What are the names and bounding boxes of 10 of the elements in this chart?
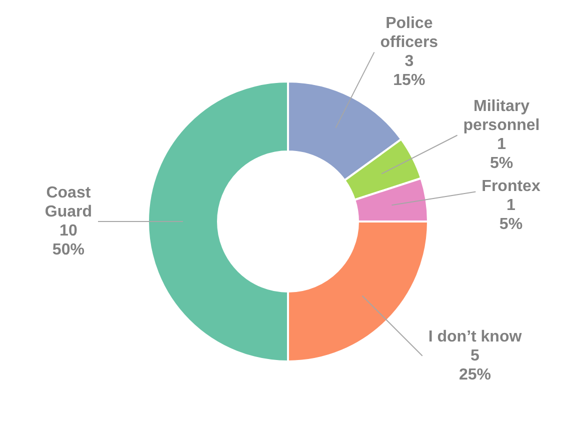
data-label: 3 15% [393,53,426,90]
slice-label: I don’t know [428,328,522,346]
slice-label: Coast Guard [44,184,92,220]
data-label: 5 25% [458,347,492,384]
data-label: 1 5% [499,197,523,234]
data-label: 10 50% [52,222,84,258]
slice-label: Military personnel [463,98,540,134]
data-label: 1 5% [490,136,514,172]
slice-label: Frontex [482,178,540,196]
slice-label: Police officers [380,15,438,52]
